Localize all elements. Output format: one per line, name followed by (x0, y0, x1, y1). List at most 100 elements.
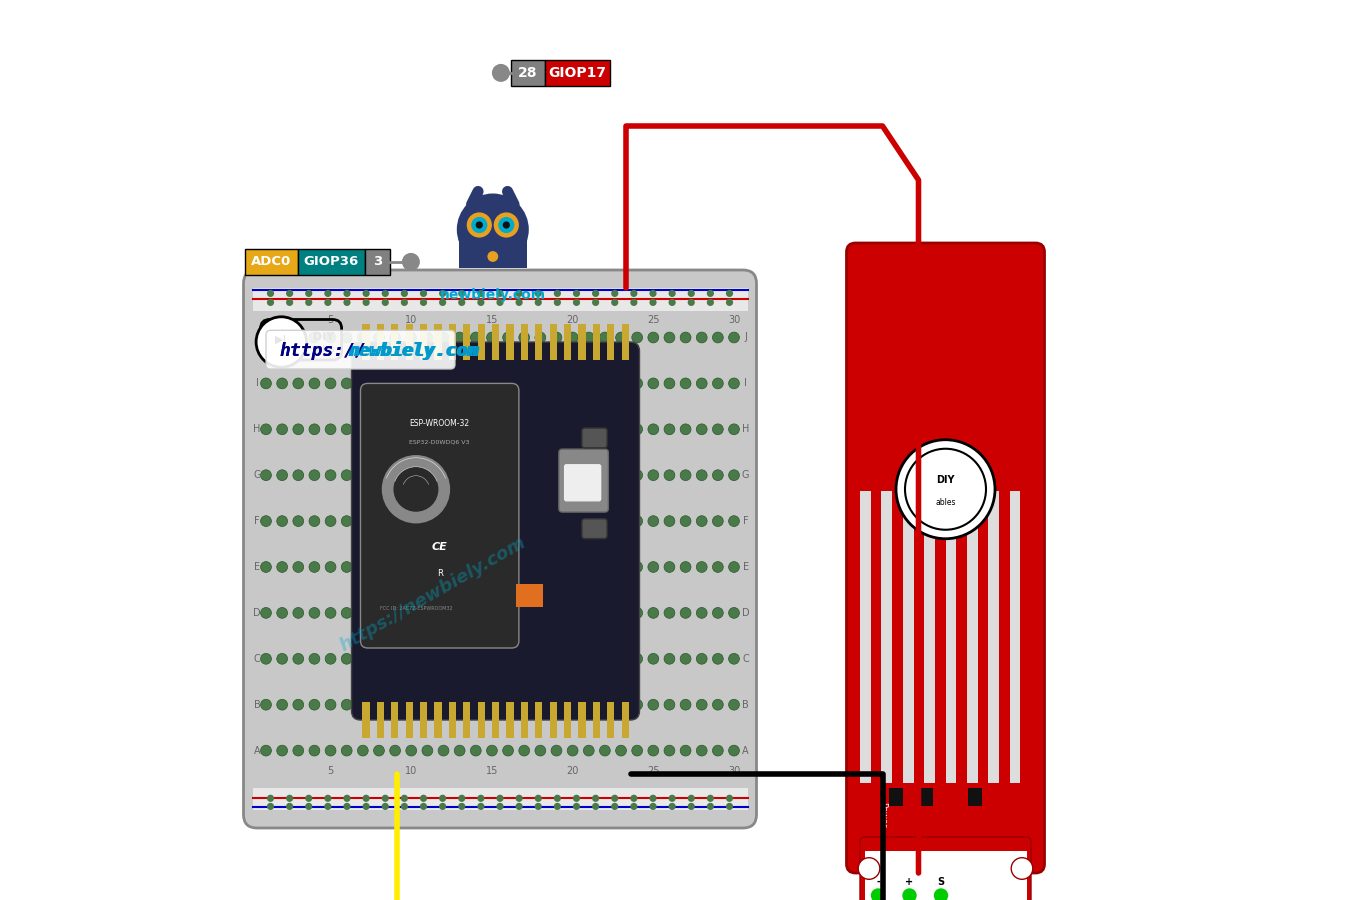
Circle shape (390, 745, 401, 756)
Circle shape (728, 653, 739, 664)
Circle shape (374, 470, 385, 481)
Circle shape (260, 516, 271, 526)
Circle shape (309, 608, 320, 618)
Circle shape (305, 290, 312, 297)
Circle shape (706, 299, 715, 306)
Circle shape (471, 653, 481, 664)
Bar (902, 491, 913, 783)
Circle shape (438, 699, 449, 710)
Text: newbiely.com: newbiely.com (349, 341, 481, 361)
Circle shape (382, 795, 389, 802)
FancyBboxPatch shape (860, 837, 1031, 900)
Circle shape (697, 653, 708, 664)
Bar (491, 702, 500, 738)
Circle shape (649, 299, 657, 306)
Circle shape (277, 424, 287, 435)
Circle shape (648, 562, 658, 572)
Circle shape (260, 745, 271, 756)
Circle shape (494, 212, 519, 238)
Circle shape (712, 562, 723, 572)
Circle shape (616, 699, 627, 710)
Circle shape (293, 745, 304, 756)
Text: 10: 10 (405, 314, 418, 325)
Circle shape (401, 795, 408, 802)
Circle shape (648, 608, 658, 618)
Circle shape (697, 424, 708, 435)
Circle shape (422, 653, 433, 664)
Circle shape (567, 378, 578, 389)
Circle shape (567, 653, 578, 664)
Circle shape (459, 299, 465, 306)
Circle shape (712, 378, 723, 389)
Bar (593, 324, 600, 360)
Circle shape (374, 332, 385, 343)
Circle shape (871, 888, 886, 900)
Circle shape (516, 290, 523, 297)
Circle shape (664, 424, 675, 435)
Circle shape (616, 516, 627, 526)
Text: E: E (742, 562, 749, 572)
Text: ables: ables (312, 345, 335, 354)
Circle shape (309, 653, 320, 664)
Circle shape (726, 803, 734, 810)
Circle shape (405, 516, 416, 526)
Circle shape (600, 424, 611, 435)
Circle shape (267, 803, 274, 810)
Circle shape (471, 332, 481, 343)
Bar (463, 702, 471, 738)
Circle shape (277, 378, 287, 389)
Circle shape (535, 299, 542, 306)
Circle shape (457, 194, 528, 266)
Bar (392, 702, 398, 738)
Circle shape (497, 795, 504, 802)
Circle shape (363, 795, 370, 802)
Circle shape (277, 470, 287, 481)
Circle shape (631, 332, 642, 343)
Circle shape (459, 795, 465, 802)
Circle shape (712, 516, 723, 526)
Circle shape (519, 562, 530, 572)
Circle shape (583, 424, 594, 435)
Circle shape (357, 699, 368, 710)
Circle shape (363, 803, 370, 810)
Circle shape (630, 803, 638, 810)
Circle shape (293, 332, 304, 343)
Circle shape (455, 653, 465, 664)
Bar (468, 238, 517, 256)
Bar (864, 850, 1027, 900)
Circle shape (293, 699, 304, 710)
Circle shape (502, 699, 513, 710)
Circle shape (405, 653, 416, 664)
Circle shape (422, 332, 433, 343)
Circle shape (357, 516, 368, 526)
Circle shape (519, 608, 530, 618)
Circle shape (552, 332, 561, 343)
Circle shape (326, 562, 335, 572)
Circle shape (309, 745, 320, 756)
Text: 5: 5 (327, 766, 334, 777)
Circle shape (664, 699, 675, 710)
Circle shape (293, 562, 304, 572)
Circle shape (486, 516, 497, 526)
Circle shape (552, 470, 561, 481)
Circle shape (256, 317, 307, 367)
FancyArrowPatch shape (508, 192, 513, 204)
Circle shape (305, 803, 312, 810)
Circle shape (438, 332, 449, 343)
Circle shape (552, 378, 561, 389)
Circle shape (680, 699, 691, 710)
Circle shape (552, 653, 561, 664)
Circle shape (502, 516, 513, 526)
Circle shape (309, 332, 320, 343)
Circle shape (422, 424, 433, 435)
Circle shape (341, 608, 352, 618)
Circle shape (668, 299, 676, 306)
Text: H: H (253, 424, 260, 435)
Circle shape (326, 699, 335, 710)
FancyBboxPatch shape (245, 249, 297, 274)
Circle shape (277, 562, 287, 572)
Circle shape (471, 562, 481, 572)
Bar (376, 324, 383, 360)
Circle shape (324, 299, 331, 306)
Circle shape (422, 562, 433, 572)
